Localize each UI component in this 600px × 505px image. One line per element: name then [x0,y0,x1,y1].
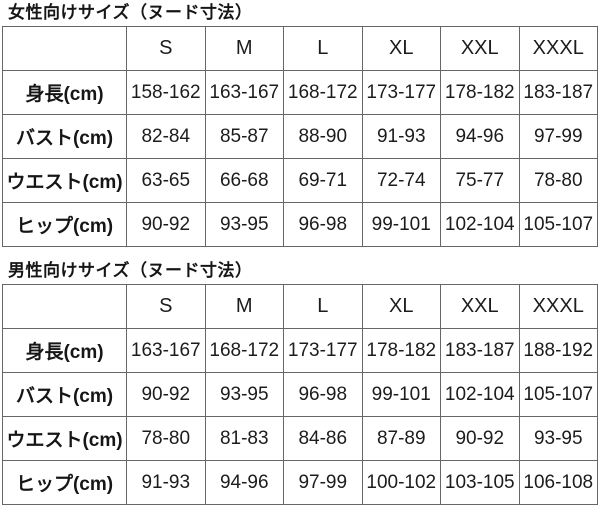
size-value-cell: 66-68 [204,158,284,203]
size-value-cell: 75-77 [440,158,520,203]
row-label-cell: ウエスト(cm) [2,158,127,203]
size-value-cell: 88-90 [283,114,363,159]
size-value-cell: 163-167 [204,70,284,115]
women-size-table: S M L XL XXL XXXL 身長(cm) 158-162 163-167 168-172… [2,26,598,247]
size-value-cell: 103-105 [440,460,520,505]
size-value-cell: 178-182 [440,70,520,115]
size-value-cell: 105-107 [518,202,598,247]
size-value-cell: 91-93 [126,460,206,505]
size-header-cell: XXXL [518,26,598,71]
size-header-cell: L [283,284,363,329]
size-value-cell: 97-99 [283,460,363,505]
size-value-cell: 100-102 [361,460,441,505]
size-value-cell: 84-86 [283,416,363,461]
size-value-cell: 90-92 [126,372,206,417]
size-value-cell: 91-93 [361,114,441,159]
table-row: ウエスト(cm) 63-65 66-68 69-71 72-74 75-77 78-80 [2,158,598,203]
row-label-cell: ヒップ(cm) [2,202,127,247]
row-label-cell: 身長(cm) [2,70,127,115]
size-value-cell: 78-80 [518,158,598,203]
row-label-cell: ヒップ(cm) [2,460,127,505]
table-row: 身長(cm) 158-162 163-167 168-172 173-177 178-18… [2,70,598,115]
size-header-cell: XL [361,26,441,71]
size-value-cell: 102-104 [440,202,520,247]
row-label-cell: バスト(cm) [2,372,127,417]
size-value-cell: 173-177 [361,70,441,115]
women-size-section: 女性向けサイズ（ヌード寸法） S M L XL XXL XXXL 身長(cm) 158-16… [2,3,600,247]
size-header-cell: XXXL [518,284,598,329]
table-row: ヒップ(cm) 91-93 94-96 97-99 100-102 103-105 106-… [2,460,598,505]
corner-cell [2,284,127,329]
corner-cell [2,26,127,71]
size-header-cell: S [126,26,206,71]
table-row: ウエスト(cm) 78-80 81-83 84-86 87-89 90-92 93-95 [2,416,598,461]
header-row: S M L XL XXL XXXL [2,284,598,329]
size-value-cell: 63-65 [126,158,206,203]
size-value-cell: 94-96 [440,114,520,159]
size-value-cell: 90-92 [126,202,206,247]
size-value-cell: 188-192 [518,328,598,373]
size-header-cell: XL [361,284,441,329]
size-value-cell: 82-84 [126,114,206,159]
size-value-cell: 106-108 [518,460,598,505]
size-value-cell: 93-95 [518,416,598,461]
size-value-cell: 85-87 [204,114,284,159]
row-label-cell: 身長(cm) [2,328,127,373]
size-value-cell: 93-95 [204,202,284,247]
size-value-cell: 168-172 [283,70,363,115]
men-size-table: S M L XL XXL XXXL 身長(cm) 163-167 168-172 173-177… [2,284,598,505]
size-value-cell: 93-95 [204,372,284,417]
size-value-cell: 102-104 [440,372,520,417]
size-value-cell: 96-98 [283,372,363,417]
women-size-title: 女性向けサイズ（ヌード寸法） [8,3,253,22]
table-row: 身長(cm) 163-167 168-172 173-177 178-182 183-18… [2,328,598,373]
size-value-cell: 78-80 [126,416,206,461]
size-value-cell: 94-96 [204,460,284,505]
size-value-cell: 99-101 [361,202,441,247]
size-value-cell: 97-99 [518,114,598,159]
size-value-cell: 87-89 [361,416,441,461]
size-header-cell: XXL [440,284,520,329]
size-value-cell: 81-83 [204,416,284,461]
size-header-cell: XXL [440,26,520,71]
header-row: S M L XL XXL XXXL [2,26,598,71]
size-value-cell: 168-172 [204,328,284,373]
size-value-cell: 72-74 [361,158,441,203]
row-label-cell: バスト(cm) [2,114,127,159]
size-value-cell: 99-101 [361,372,441,417]
size-value-cell: 173-177 [283,328,363,373]
row-label-cell: ウエスト(cm) [2,416,127,461]
size-value-cell: 105-107 [518,372,598,417]
men-size-title: 男性向けサイズ（ヌード寸法） [8,261,253,280]
size-header-cell: M [204,26,284,71]
size-value-cell: 158-162 [126,70,206,115]
size-header-cell: L [283,26,363,71]
size-header-cell: S [126,284,206,329]
table-row: ヒップ(cm) 90-92 93-95 96-98 99-101 102-104 105-1… [2,202,598,247]
table-row: バスト(cm) 90-92 93-95 96-98 99-101 102-104 105-1… [2,372,598,417]
size-value-cell: 96-98 [283,202,363,247]
size-value-cell: 163-167 [126,328,206,373]
size-value-cell: 90-92 [440,416,520,461]
size-header-cell: M [204,284,284,329]
size-value-cell: 69-71 [283,158,363,203]
size-value-cell: 183-187 [440,328,520,373]
men-size-section: 男性向けサイズ（ヌード寸法） S M L XL XXL XXXL 身長(cm) 163-16… [2,261,600,505]
table-row: バスト(cm) 82-84 85-87 88-90 91-93 94-96 97-99 [2,114,598,159]
size-value-cell: 183-187 [518,70,598,115]
size-value-cell: 178-182 [361,328,441,373]
